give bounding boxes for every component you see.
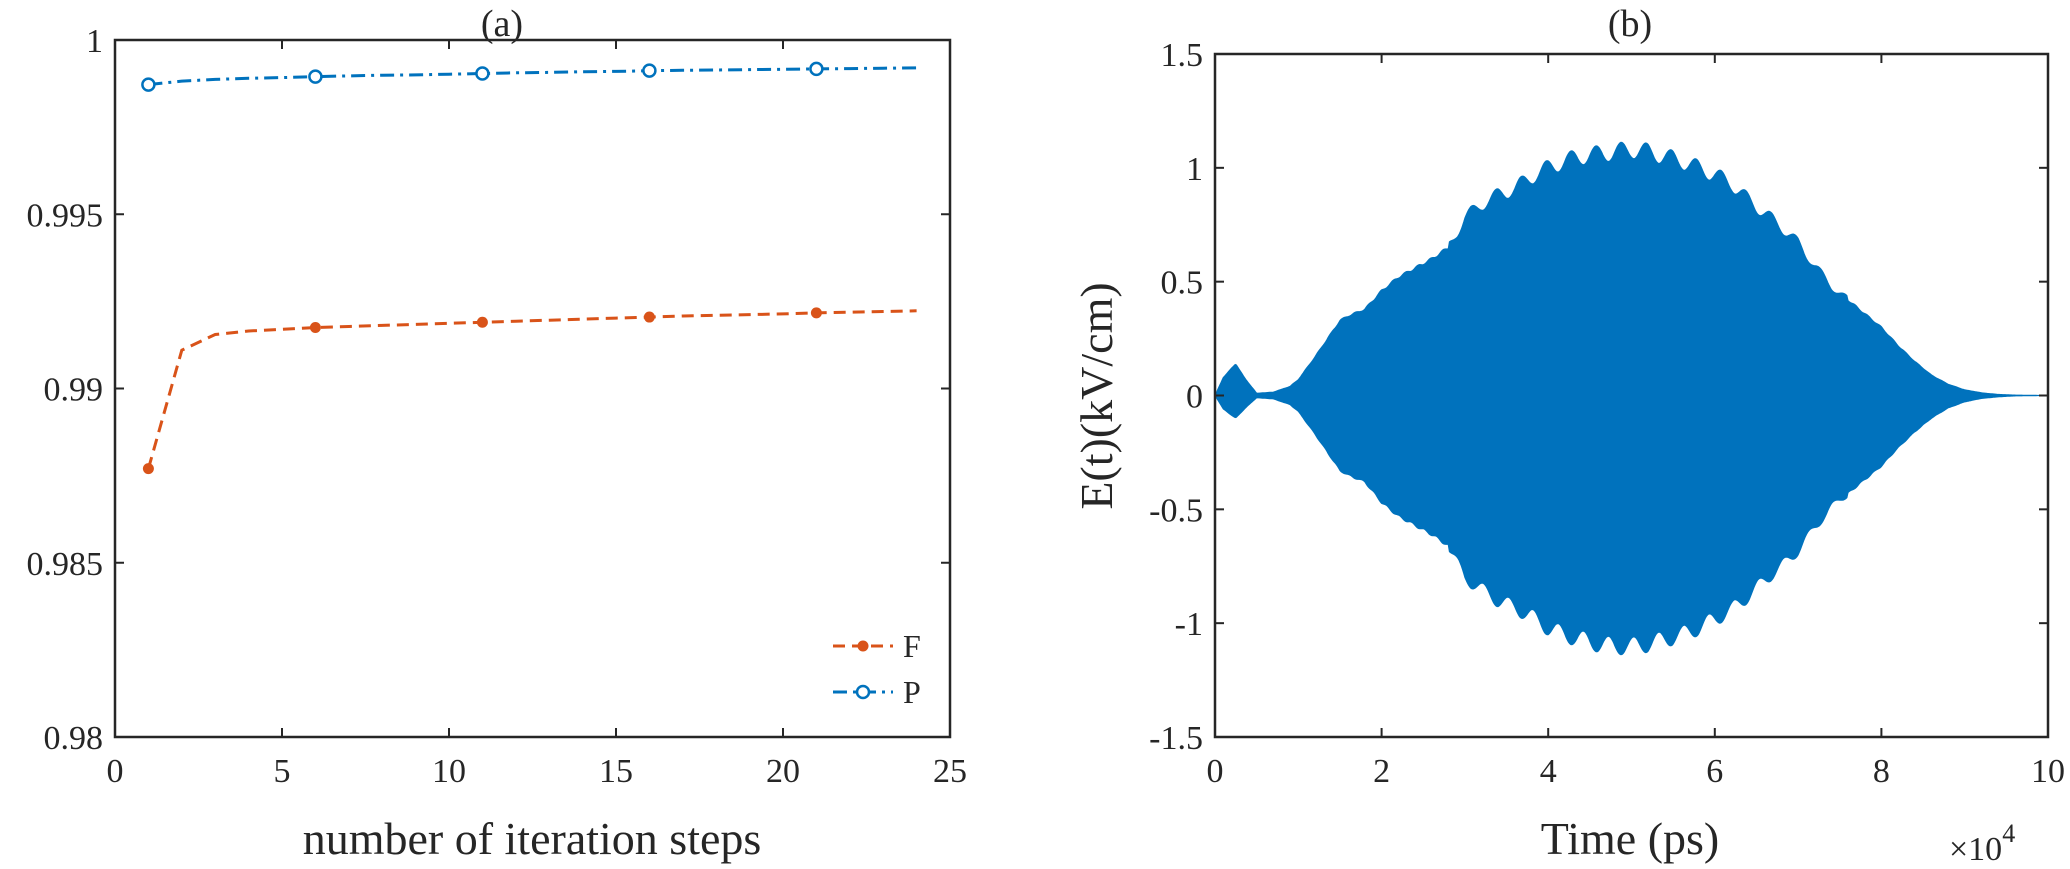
legend-f-label: F [903,628,921,664]
panel-a: (a) 0 5 10 15 20 25 0.98 0.985 0.99 0.995 1 numbe… [27,3,968,864]
data-point-P [475,66,490,81]
x-tick-label: 5 [274,753,291,790]
data-point-F [309,322,321,334]
panel-b-title: (b) [1608,3,1652,45]
series-line-F [146,309,917,470]
data-point-F [142,463,154,475]
x-tick-label: 4 [1540,753,1557,790]
legend-p-label: P [903,674,921,710]
signal-envelope [1214,141,2048,656]
panel-b: (b) 0 2 4 6 8 10 -1.5 -1 -0.5 0 0.5 1 1.5 Time (ps)… [1071,3,2065,868]
y-tick-label: -0.5 [1149,492,1203,529]
data-point-P [308,69,323,84]
panel-b-x-multiplier: ×104 [1949,819,2015,868]
panel-a-title: (a) [481,3,523,45]
panel-a-x-ticks: 0 5 10 15 20 25 [107,40,967,790]
x-tick-label: 2 [1373,753,1390,790]
data-point-F [810,307,822,319]
y-tick-label: 1.5 [1161,37,1204,74]
panel-b-y-axis-title: E(t)(kV/cm) [1071,282,1122,509]
panel-a-axes-box [113,38,952,739]
panel-b-x-multiplier-base: ×10 [1949,831,2002,868]
panel-a-legend: F P [833,628,921,710]
x-tick-label: 10 [2031,753,2065,790]
y-tick-label: 0.985 [27,546,104,583]
x-tick-label: 0 [107,753,124,790]
legend-f-marker [857,640,869,652]
x-tick-label: 20 [766,753,800,790]
x-tick-label: 10 [432,753,466,790]
data-point-F [476,316,488,328]
y-tick-label: 1 [86,23,103,60]
x-tick-label: 25 [933,753,967,790]
y-tick-label: 0.99 [44,372,104,409]
legend-p-marker [855,684,871,700]
data-point-P [141,77,156,92]
panel-a-series [141,61,917,475]
x-tick-label: 15 [599,753,633,790]
y-tick-label: 0 [1186,379,1203,416]
data-point-F [643,311,655,323]
series-line-P [148,66,917,87]
x-tick-label: 6 [1706,753,1723,790]
panel-a-x-axis-title: number of iteration steps [303,813,762,864]
y-tick-label: 0.995 [27,197,104,234]
y-tick-label: 0.5 [1161,265,1204,302]
panel-b-x-axis-title: Time (ps) [1541,813,1720,864]
panel-b-x-multiplier-exponent: 4 [2002,819,2015,848]
x-tick-label: 0 [1207,753,1224,790]
y-tick-label: 0.98 [44,720,104,757]
y-tick-label: -1.5 [1149,720,1203,757]
y-tick-label: 1 [1186,151,1203,188]
data-point-P [642,63,657,78]
x-tick-label: 8 [1873,753,1890,790]
data-point-P [809,61,824,77]
y-tick-label: -1 [1175,606,1203,643]
panel-b-x-ticks: 0 2 4 6 8 10 [1207,54,2065,790]
panel-b-y-ticks: -1.5 -1 -0.5 0 0.5 1 1.5 [1149,37,2048,757]
panel-a-y-ticks: 0.98 0.985 0.99 0.995 1 [27,23,950,757]
panel-b-signal [1214,141,2048,656]
